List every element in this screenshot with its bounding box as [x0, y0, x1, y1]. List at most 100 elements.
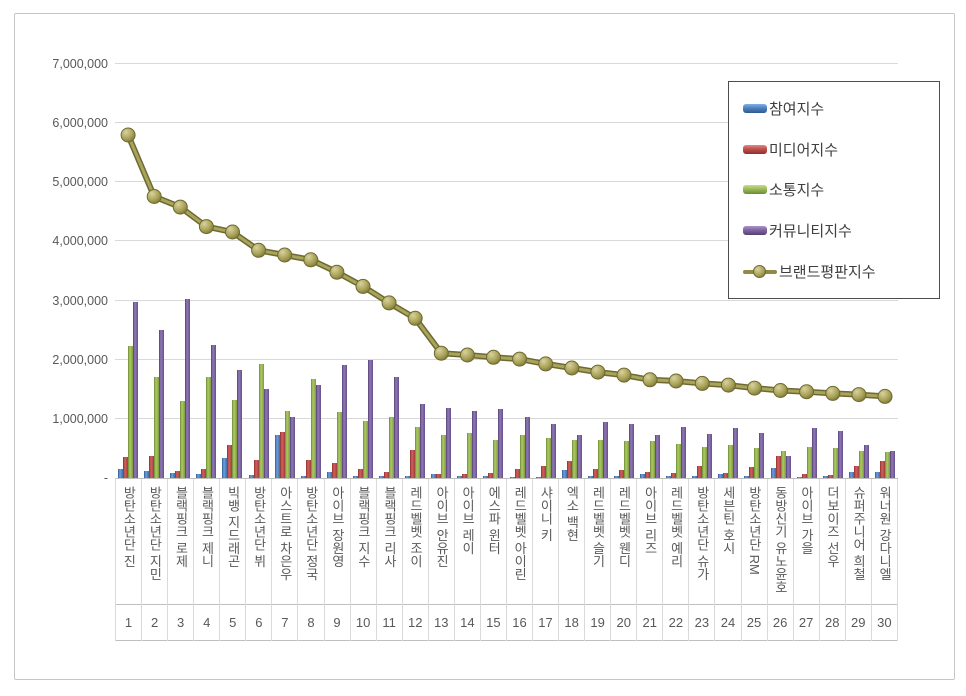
category-rank-label: 29 [845, 605, 871, 641]
legend-item-community: 커뮤니티지수 [743, 220, 939, 241]
bar-communication-index [336, 412, 342, 478]
category-name-cell: 블랙핑크 제니 [194, 479, 220, 605]
category-column: 아이브 안유진 13 [428, 479, 455, 641]
legend-item-label: 미디어지수 [769, 141, 839, 159]
reputation-marker [538, 356, 554, 372]
bar-communication-index [232, 399, 238, 478]
category-name-label: 동방신기 유노윤호 [772, 486, 788, 594]
category-name-label: 레드벨벳 슬기 [590, 486, 606, 568]
bar-communication-index [180, 400, 186, 478]
category-column: 블랙핑크 리사 11 [376, 479, 403, 641]
category-column: 동방신기 유노윤호 26 [767, 479, 794, 641]
category-rank-label: 22 [663, 605, 689, 641]
category-name-cell: 레드벨벳 아이린 [506, 479, 532, 605]
bar-community-index [602, 421, 608, 478]
category-rank-label: 10 [350, 605, 376, 641]
bar-participation-index [170, 472, 176, 478]
bar-participation-index [561, 470, 567, 478]
category-name-cell: 블랙핑크 리사 [376, 479, 402, 605]
category-name-cell: 방탄소년단 뷔 [246, 479, 272, 605]
category-axis-table: 방탄소년단 진 1 방탄소년단 지민 2 블랙핑크 로제 3 블랙핑크 제니 4 빅뱅 지드래곤… [115, 478, 898, 641]
category-name-cell: 더보이즈 선우 [819, 479, 845, 605]
bar-media-index [879, 460, 885, 478]
category-column: 레드벨벳 예리 22 [663, 479, 690, 641]
bar-media-index [592, 468, 598, 478]
category-column: 방탄소년단 RM 25 [741, 479, 768, 641]
bar-communication-index [571, 440, 577, 478]
bar-community-index [159, 330, 165, 478]
reputation-marker [694, 375, 710, 391]
category-column: 아스트로 차은우 7 [272, 479, 299, 641]
bar-participation-index [509, 476, 515, 478]
legend-swatch-participation-icon [743, 103, 767, 113]
legend-item-media: 미디어지수 [743, 139, 939, 160]
bar-media-index [331, 462, 337, 478]
category-name-cell: 슈퍼주니어 희철 [845, 479, 871, 605]
bar-communication-index [362, 420, 368, 478]
bar-participation-index [118, 468, 124, 478]
reputation-marker [172, 199, 188, 215]
reputation-marker [747, 380, 762, 396]
category-name-cell: 엑소 백현 [559, 479, 585, 605]
bar-community-index [681, 426, 687, 478]
category-column: 슈퍼주니어 희철 29 [845, 479, 872, 641]
category-column: 레드벨벳 웬디 20 [611, 479, 638, 641]
category-name-label: 레드벨벳 예리 [668, 486, 684, 568]
gridline [115, 63, 898, 64]
category-rank-label: 5 [220, 605, 246, 641]
y-axis-tick-label: 6,000,000 [52, 116, 108, 131]
category-name-cell: 블랙핑크 지수 [350, 479, 376, 605]
bar-community-index [315, 384, 321, 478]
y-axis-tick-label: 2,000,000 [52, 352, 108, 367]
category-name-label: 방탄소년단 지민 [147, 486, 163, 581]
bar-media-index [801, 474, 807, 478]
legend-swatch-communication-icon [743, 185, 767, 195]
bar-community-index [811, 428, 817, 478]
category-rank-label: 12 [402, 605, 428, 641]
bar-media-index [749, 467, 755, 478]
bar-participation-index [431, 473, 437, 478]
category-name-label: 블랙핑크 리사 [381, 486, 397, 568]
bar-media-index [462, 473, 468, 478]
category-name-label: 레드벨벳 웬디 [616, 486, 632, 568]
category-name-cell: 레드벨벳 예리 [663, 479, 689, 605]
bar-communication-index [258, 364, 264, 478]
reputation-marker [303, 252, 319, 268]
category-rank-label: 23 [689, 605, 715, 641]
category-name-label: 에스파 윈터 [486, 486, 502, 555]
legend-item-participation: 참여지수 [743, 98, 939, 119]
category-name-cell: 레드벨벳 웬디 [611, 479, 637, 605]
legend-item-label: 브랜드평판지수 [779, 264, 876, 282]
reputation-marker [251, 242, 267, 258]
reputation-marker [329, 264, 345, 280]
bar-participation-index [848, 472, 854, 478]
category-name-label: 방탄소년단 진 [121, 486, 137, 568]
bar-media-index [697, 465, 703, 478]
category-rank-label: 16 [506, 605, 532, 641]
category-rank-label: 19 [585, 605, 611, 641]
category-column: 아이브 장원영 9 [324, 479, 351, 641]
bar-community-index [263, 388, 269, 478]
category-rank-label: 24 [715, 605, 741, 641]
category-name-label: 아이브 가을 [798, 486, 814, 555]
bar-community-index [889, 451, 895, 478]
bar-community-index [628, 424, 634, 478]
category-name-label: 방탄소년단 뷔 [251, 486, 267, 568]
y-axis-tick-label: - [103, 471, 108, 485]
bar-participation-index [822, 476, 828, 478]
bar-community-index [863, 444, 869, 478]
bar-participation-index [744, 476, 750, 478]
category-column: 블랙핑크 제니 4 [194, 479, 221, 641]
bar-community-index [707, 433, 713, 478]
legend-item-communication: 소통지수 [743, 179, 939, 200]
bar-communication-index [467, 433, 473, 478]
bar-communication-index [284, 410, 290, 478]
legend-item-label: 소통지수 [769, 182, 825, 200]
bar-participation-index [326, 472, 332, 478]
plot-area [115, 63, 898, 478]
gridline [115, 181, 898, 183]
bar-communication-index [702, 447, 708, 478]
bar-participation-index [640, 473, 646, 478]
